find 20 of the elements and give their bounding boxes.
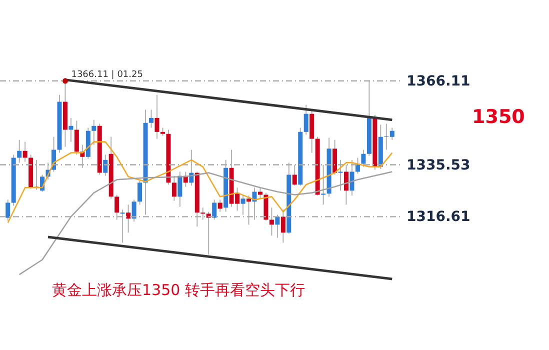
candlestick [74,120,79,156]
candlestick [258,187,262,200]
annotation: 黄金上涨承压1350 转手再看空头下行 [52,281,305,299]
candlestick [68,117,74,142]
candlestick [149,109,154,128]
text: 1350 [472,106,525,128]
candlestick [138,180,142,206]
line-series [7,141,393,224]
y-tick-label: 1335.53 [406,157,470,174]
candlestick [92,119,96,146]
candlestick [17,139,22,164]
candlestick [22,141,28,162]
y-tick-label: 1366.11 [406,73,470,90]
candlestick [218,199,222,212]
candlestick [304,104,308,136]
candlestick [178,171,182,208]
candlestick [172,175,176,202]
y-tick-label: 1316.61 [406,209,470,226]
annotation: 1366.11 | 01.25 [71,70,143,80]
candlestick [154,94,160,140]
